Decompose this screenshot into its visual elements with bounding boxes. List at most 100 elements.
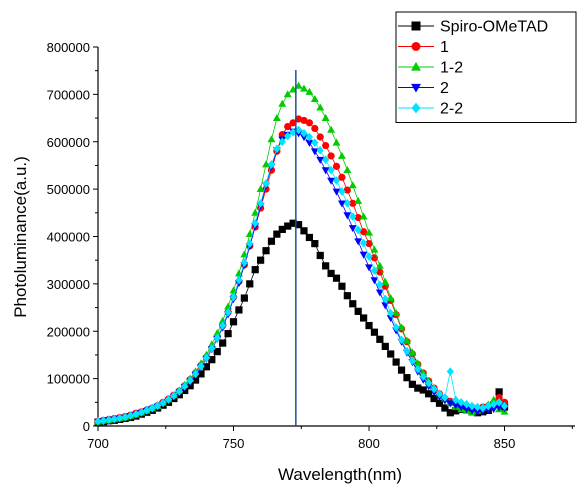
data-point — [354, 307, 362, 315]
legend-marker — [411, 61, 421, 71]
legend-item: 1 — [398, 39, 449, 56]
data-point — [354, 238, 363, 246]
data-point — [381, 294, 389, 304]
data-point — [273, 230, 281, 238]
data-point — [126, 411, 135, 420]
data-point — [414, 364, 422, 374]
data-point — [267, 160, 276, 169]
data-point — [284, 122, 292, 131]
legend: Spiro-OMeTAD 1 1-2 2 2-2 — [395, 11, 577, 123]
data-point — [462, 399, 471, 409]
legend-item: 2-2 — [398, 101, 463, 118]
data-point — [451, 402, 460, 410]
data-point — [392, 323, 400, 332]
data-point — [403, 346, 411, 356]
legend-label: 1 — [440, 39, 449, 56]
x-tick-label: 700 — [87, 436, 109, 451]
data-point — [430, 394, 438, 403]
data-point — [321, 167, 330, 175]
data-point — [305, 233, 313, 242]
data-point — [425, 379, 433, 388]
x-tick-label: 750 — [223, 436, 245, 451]
data-point — [262, 247, 270, 255]
data-point — [164, 395, 173, 404]
data-point — [283, 90, 292, 98]
data-point — [370, 245, 379, 253]
data-point — [235, 306, 243, 314]
data-point — [338, 173, 346, 181]
axes: 0 100000 200000 300000 400000 500000 600000 700… — [47, 40, 575, 451]
data-point — [246, 239, 254, 248]
legend-label: Spiro-OMeTAD — [440, 19, 548, 36]
data-point — [457, 397, 465, 407]
legend-marker — [411, 83, 421, 93]
data-point — [267, 135, 276, 143]
data-point — [425, 390, 433, 398]
data-point — [294, 125, 303, 135]
data-point — [337, 200, 346, 208]
data-point — [170, 391, 178, 400]
data-point — [386, 315, 395, 323]
data-point — [430, 384, 438, 394]
y-tick-label: 100000 — [47, 372, 90, 387]
data-point — [256, 184, 265, 193]
data-point — [305, 139, 314, 147]
data-point — [348, 181, 357, 189]
data-point — [305, 132, 313, 142]
data-point — [235, 275, 243, 285]
y-tick-label: 300000 — [47, 277, 90, 292]
data-series — [94, 81, 509, 426]
data-point — [392, 309, 401, 317]
data-point — [316, 251, 324, 260]
data-point — [349, 199, 357, 207]
data-point — [251, 218, 259, 228]
data-point — [489, 406, 498, 414]
data-point — [224, 307, 232, 317]
data-point — [219, 321, 227, 330]
legend-marker — [411, 42, 421, 51]
y-tick-label: 800000 — [47, 40, 90, 55]
legend-marker — [411, 21, 421, 31]
data-point — [408, 380, 416, 388]
data-point — [294, 115, 303, 123]
data-point — [327, 177, 336, 185]
data-point — [490, 399, 498, 409]
data-point — [300, 116, 308, 125]
data-point — [300, 134, 308, 142]
data-point — [305, 87, 314, 95]
data-point — [365, 228, 373, 236]
data-point — [213, 333, 221, 343]
data-point — [332, 274, 341, 282]
data-point — [349, 212, 357, 221]
data-point — [381, 277, 390, 285]
data-point — [311, 240, 319, 248]
data-point — [310, 94, 319, 102]
legend-label: 2-2 — [440, 101, 463, 118]
data-point — [473, 402, 482, 412]
data-point — [202, 353, 211, 363]
data-point — [495, 397, 503, 407]
data-point — [413, 359, 422, 367]
data-point — [338, 282, 346, 290]
data-point — [273, 144, 281, 154]
y-tick-label: 200000 — [47, 324, 90, 339]
data-point — [332, 138, 341, 146]
data-point — [354, 196, 363, 204]
data-point — [495, 388, 503, 396]
data-point — [311, 138, 319, 148]
data-point — [348, 225, 357, 233]
data-point — [435, 399, 444, 407]
data-point — [343, 166, 352, 174]
data-point — [376, 280, 384, 290]
data-point — [289, 219, 297, 227]
data-point — [332, 176, 341, 185]
series-line — [97, 129, 505, 422]
data-point — [479, 403, 487, 413]
data-point — [360, 314, 368, 322]
series-line — [97, 222, 505, 423]
data-point — [159, 398, 167, 408]
data-point — [148, 403, 156, 413]
data-point — [316, 156, 325, 164]
data-point — [441, 404, 449, 412]
data-point — [262, 160, 270, 168]
